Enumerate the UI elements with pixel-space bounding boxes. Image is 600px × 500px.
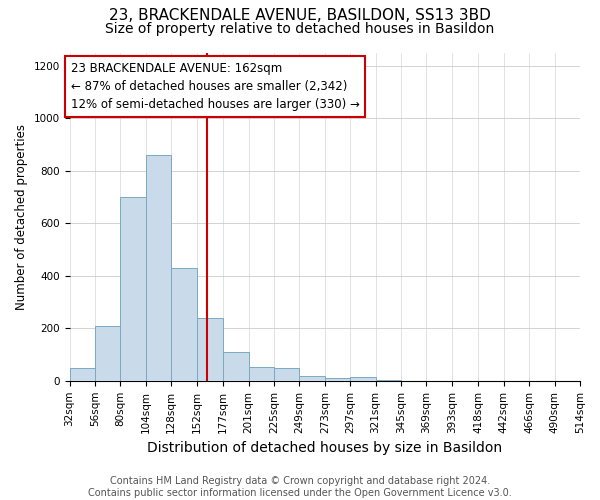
Bar <box>197 318 223 381</box>
Text: Contains HM Land Registry data © Crown copyright and database right 2024.
Contai: Contains HM Land Registry data © Crown c… <box>88 476 512 498</box>
Bar <box>299 376 325 381</box>
Bar <box>171 268 197 381</box>
Bar <box>121 197 146 381</box>
Y-axis label: Number of detached properties: Number of detached properties <box>15 124 28 310</box>
Bar <box>70 368 95 381</box>
Bar <box>146 155 171 381</box>
Bar <box>325 378 350 381</box>
Text: 23 BRACKENDALE AVENUE: 162sqm
← 87% of detached houses are smaller (2,342)
12% o: 23 BRACKENDALE AVENUE: 162sqm ← 87% of d… <box>71 62 359 110</box>
Bar <box>376 380 401 381</box>
Bar <box>223 352 248 381</box>
Bar <box>350 377 376 381</box>
Text: 23, BRACKENDALE AVENUE, BASILDON, SS13 3BD: 23, BRACKENDALE AVENUE, BASILDON, SS13 3… <box>109 8 491 22</box>
X-axis label: Distribution of detached houses by size in Basildon: Distribution of detached houses by size … <box>147 441 502 455</box>
Text: Size of property relative to detached houses in Basildon: Size of property relative to detached ho… <box>106 22 494 36</box>
Bar <box>95 326 121 381</box>
Bar <box>274 368 299 381</box>
Bar <box>248 367 274 381</box>
